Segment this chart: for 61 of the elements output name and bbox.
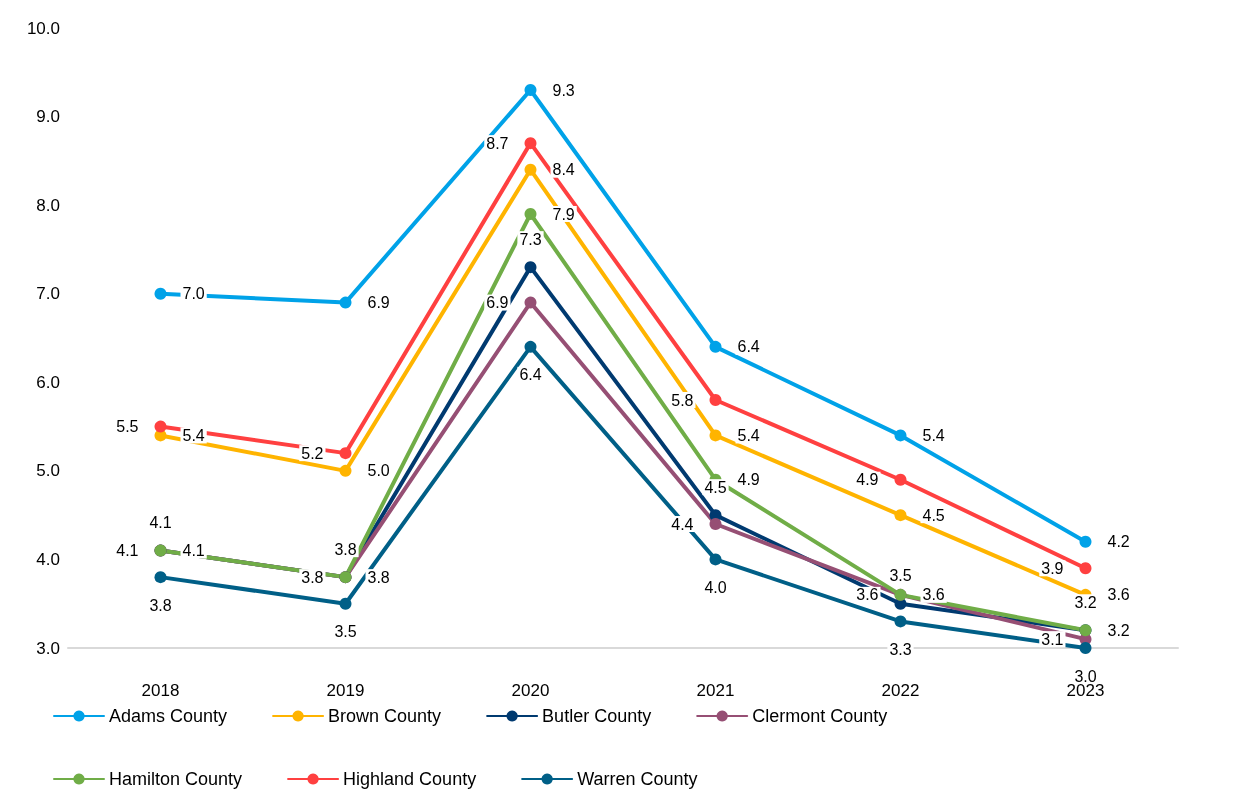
x-tick-label: 2020 xyxy=(511,681,550,700)
data-label: 7.0 xyxy=(182,285,205,303)
data-label: 4.2 xyxy=(1107,533,1130,551)
legend-label: Warren County xyxy=(577,769,698,789)
data-label: 3.8 xyxy=(334,540,357,558)
data-label: 4.9 xyxy=(856,471,879,489)
y-tick-label: 10.0 xyxy=(26,18,60,38)
data-label: 3.8 xyxy=(149,596,172,614)
data-label: 4.9 xyxy=(737,471,760,489)
data-label: 3.6 xyxy=(1107,586,1130,604)
data-label: 4.1 xyxy=(182,542,205,560)
x-tick-label: 2021 xyxy=(696,681,735,700)
data-label: 3.6 xyxy=(856,586,879,604)
legend-label: Hamilton County xyxy=(109,769,243,789)
data-label: 3.9 xyxy=(1041,559,1064,577)
data-label: 4.0 xyxy=(704,578,727,596)
y-tick-label: 3.0 xyxy=(36,638,60,658)
data-label: 3.8 xyxy=(301,568,324,586)
data-label: 3.5 xyxy=(889,567,912,585)
legend-label: Clermont County xyxy=(752,706,888,726)
data-label: 6.9 xyxy=(367,294,390,312)
data-label: 5.5 xyxy=(116,418,139,436)
data-label: 6.9 xyxy=(486,294,509,312)
y-tick-label: 4.0 xyxy=(36,549,60,569)
data-label: 9.3 xyxy=(552,81,575,99)
data-label: 8.4 xyxy=(552,161,575,179)
data-label: 5.0 xyxy=(367,462,390,480)
data-label: 3.2 xyxy=(1074,593,1097,611)
y-tick-label: 7.0 xyxy=(36,284,60,304)
data-label: 7.3 xyxy=(519,230,542,248)
data-label: 3.5 xyxy=(334,623,357,641)
data-label: 3.6 xyxy=(922,586,945,604)
data-label: 5.4 xyxy=(182,426,205,444)
y-tick-label: 6.0 xyxy=(36,372,60,392)
data-label: 4.5 xyxy=(704,478,727,496)
y-tick-label: 8.0 xyxy=(36,195,60,215)
legend-label: Brown County xyxy=(328,706,442,726)
data-label: 3.2 xyxy=(1107,621,1130,639)
data-label: 5.8 xyxy=(671,391,694,409)
legend-label: Adams County xyxy=(109,706,228,726)
y-tick-label: 9.0 xyxy=(36,107,60,127)
legend-label: Highland County xyxy=(343,769,477,789)
data-label: 8.7 xyxy=(486,134,509,152)
data-label: 4.1 xyxy=(149,514,172,532)
data-label: 5.2 xyxy=(301,444,324,462)
x-tick-label: 2019 xyxy=(326,681,365,700)
data-label: 3.3 xyxy=(889,640,912,658)
x-tick-label: 2018 xyxy=(141,681,180,700)
data-label: 4.1 xyxy=(116,542,139,560)
data-label: 3.1 xyxy=(1041,630,1064,648)
data-label: 7.9 xyxy=(552,205,575,223)
data-label: 3.8 xyxy=(367,568,390,586)
legend-label: Butler County xyxy=(542,706,652,726)
data-label: 5.4 xyxy=(737,426,760,444)
data-label: 5.4 xyxy=(922,426,945,444)
data-label: 6.4 xyxy=(519,366,542,384)
data-label: 4.5 xyxy=(922,506,945,524)
y-tick-label: 5.0 xyxy=(36,461,60,481)
data-label: 4.4 xyxy=(671,515,694,533)
data-label: 6.4 xyxy=(737,338,760,356)
x-tick-label: 2022 xyxy=(881,681,920,700)
